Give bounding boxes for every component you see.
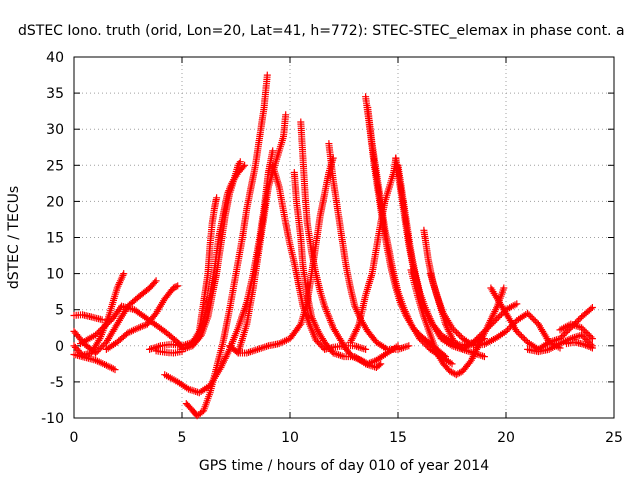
chart-title: dSTEC Iono. truth (orid, Lon=20, Lat=41,… <box>18 23 625 39</box>
data-series-markers <box>189 194 221 346</box>
y-tick-label: 40 <box>46 50 64 66</box>
data-series-markers <box>182 71 271 420</box>
data-series-markers <box>325 140 413 353</box>
data-series-markers <box>70 351 119 374</box>
y-axis: -10 -5 0 5 10 15 20 25 30 35 40 <box>41 50 614 427</box>
y-axis-label: dSTEC / TECUs <box>6 186 22 289</box>
data-series-markers <box>563 338 596 352</box>
y-tick-label: 15 <box>46 231 64 247</box>
data-series-markers <box>487 284 596 353</box>
x-tick-label: 5 <box>178 430 187 446</box>
data-markers <box>70 71 596 420</box>
x-tick-label: 0 <box>70 430 79 446</box>
data-series-markers <box>102 282 182 353</box>
data-series-markers <box>394 161 488 350</box>
x-axis: 0 5 10 15 20 25 <box>70 57 623 446</box>
data-series-markers <box>524 331 596 356</box>
data-series-markers <box>556 320 596 343</box>
y-tick-label: 5 <box>55 303 64 319</box>
y-tick-label: 35 <box>46 86 64 102</box>
x-tick-label: 10 <box>281 430 299 446</box>
data-series-markers <box>269 161 370 353</box>
y-tick-label: 10 <box>46 267 64 283</box>
x-tick-label: 15 <box>389 430 407 446</box>
y-tick-label: 0 <box>55 339 64 355</box>
y-tick-label: 20 <box>46 194 64 210</box>
y-tick-label: 30 <box>46 122 64 138</box>
data-series-markers <box>297 118 402 368</box>
data-series-markers <box>152 347 186 357</box>
data-series-markers <box>70 311 106 324</box>
data-series-markers <box>364 104 456 368</box>
data-series-markers <box>392 154 488 361</box>
y-tick-label: -10 <box>41 411 64 427</box>
x-axis-label: GPS time / hours of day 010 of year 2014 <box>199 458 489 474</box>
x-tick-label: 20 <box>497 430 515 446</box>
x-tick-label: 25 <box>605 430 623 446</box>
y-tick-label: 25 <box>46 158 64 174</box>
y-tick-label: -5 <box>50 375 64 391</box>
